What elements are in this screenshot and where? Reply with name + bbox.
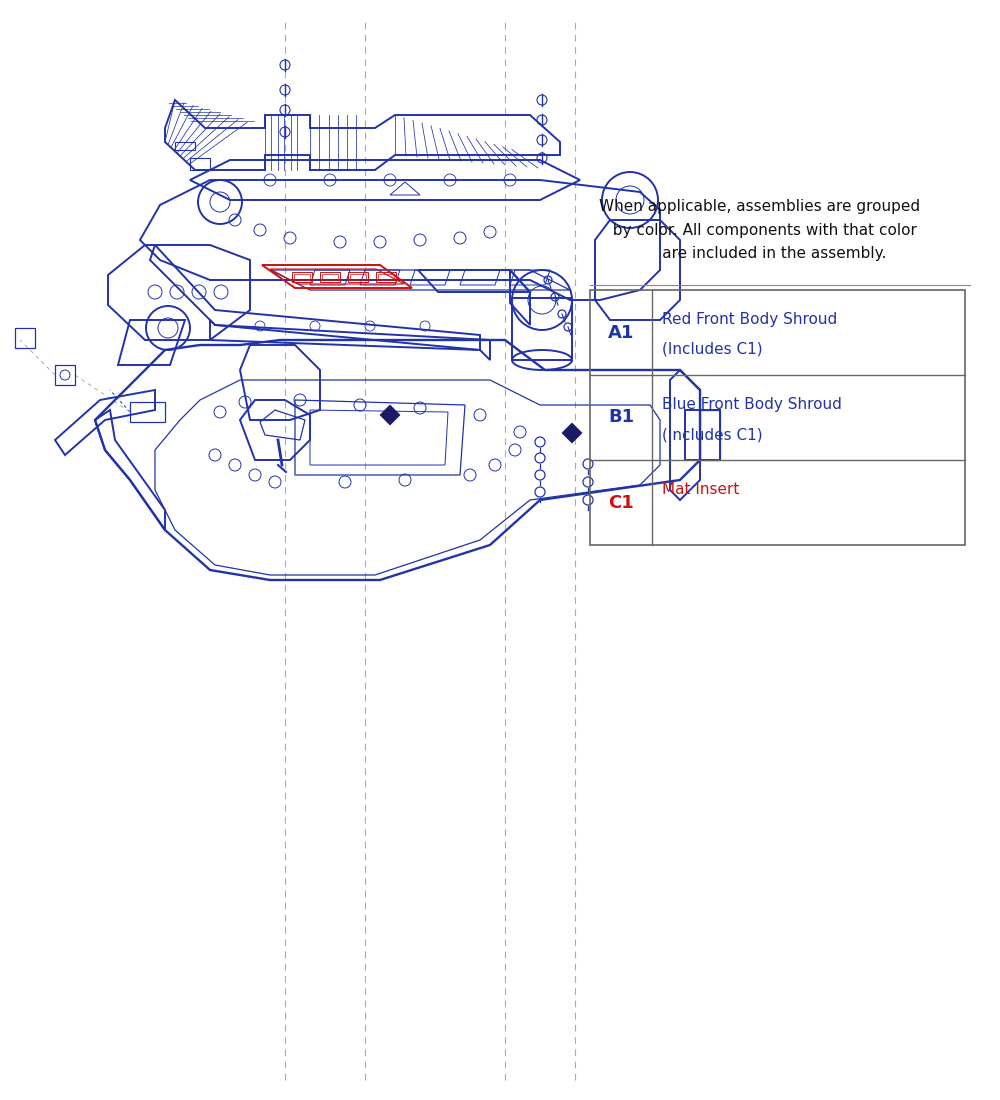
Text: Red Front Body Shroud: Red Front Body Shroud (662, 312, 837, 328)
Polygon shape (562, 424, 582, 443)
Text: (Includes C1): (Includes C1) (662, 342, 763, 358)
Text: Blue Front Body Shroud: Blue Front Body Shroud (662, 397, 842, 412)
Text: (Includes C1): (Includes C1) (662, 427, 763, 442)
Text: C1: C1 (608, 494, 634, 512)
Text: A1: A1 (608, 323, 634, 341)
Text: When applicable, assemblies are grouped
  by color. All components with that col: When applicable, assemblies are grouped … (599, 199, 921, 261)
Text: B1: B1 (608, 408, 634, 427)
Text: Mat Insert: Mat Insert (662, 482, 739, 497)
Polygon shape (380, 405, 400, 425)
